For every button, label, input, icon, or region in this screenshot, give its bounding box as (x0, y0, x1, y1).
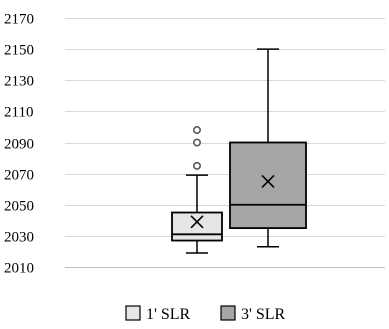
legend: 1' SLR 3' SLR (125, 305, 286, 323)
mean-marker (261, 174, 275, 188)
gridlines (65, 18, 385, 268)
y-tick-label-2130: 2130 (4, 74, 34, 90)
y-tick-label-2090: 2090 (4, 137, 34, 153)
box-3-slr (229, 48, 307, 248)
interquartile-box (171, 211, 223, 242)
legend-swatch (125, 305, 141, 321)
outlier-point (193, 138, 202, 147)
legend-item-3-slr: 3' SLR (220, 305, 286, 323)
mean-marker-stroke (261, 174, 275, 188)
legend-swatch (220, 305, 236, 321)
box-1-slr (171, 126, 223, 254)
outlier-point (193, 161, 202, 170)
mean-marker (190, 215, 204, 229)
y-tick-label-2050: 2050 (4, 199, 34, 215)
y-axis-tick-labels: 2010 2030 2050 2070 2090 2110 2130 2150 2170 (4, 12, 34, 277)
box-series (171, 48, 307, 254)
interquartile-box (229, 141, 307, 229)
legend-item-1-slr: 1' SLR (125, 305, 191, 323)
mean-marker-stroke (190, 215, 204, 229)
legend-label: 1' SLR (146, 306, 191, 323)
y-tick-label-2030: 2030 (4, 230, 34, 246)
y-tick-label-2070: 2070 (4, 168, 34, 184)
y-tick-label-2170: 2170 (4, 12, 34, 28)
outlier-point (193, 126, 202, 135)
y-tick-label-2110: 2110 (4, 105, 33, 121)
legend-label: 3' SLR (241, 306, 286, 323)
y-tick-label-2150: 2150 (4, 43, 34, 59)
y-tick-label-2010: 2010 (4, 261, 34, 277)
